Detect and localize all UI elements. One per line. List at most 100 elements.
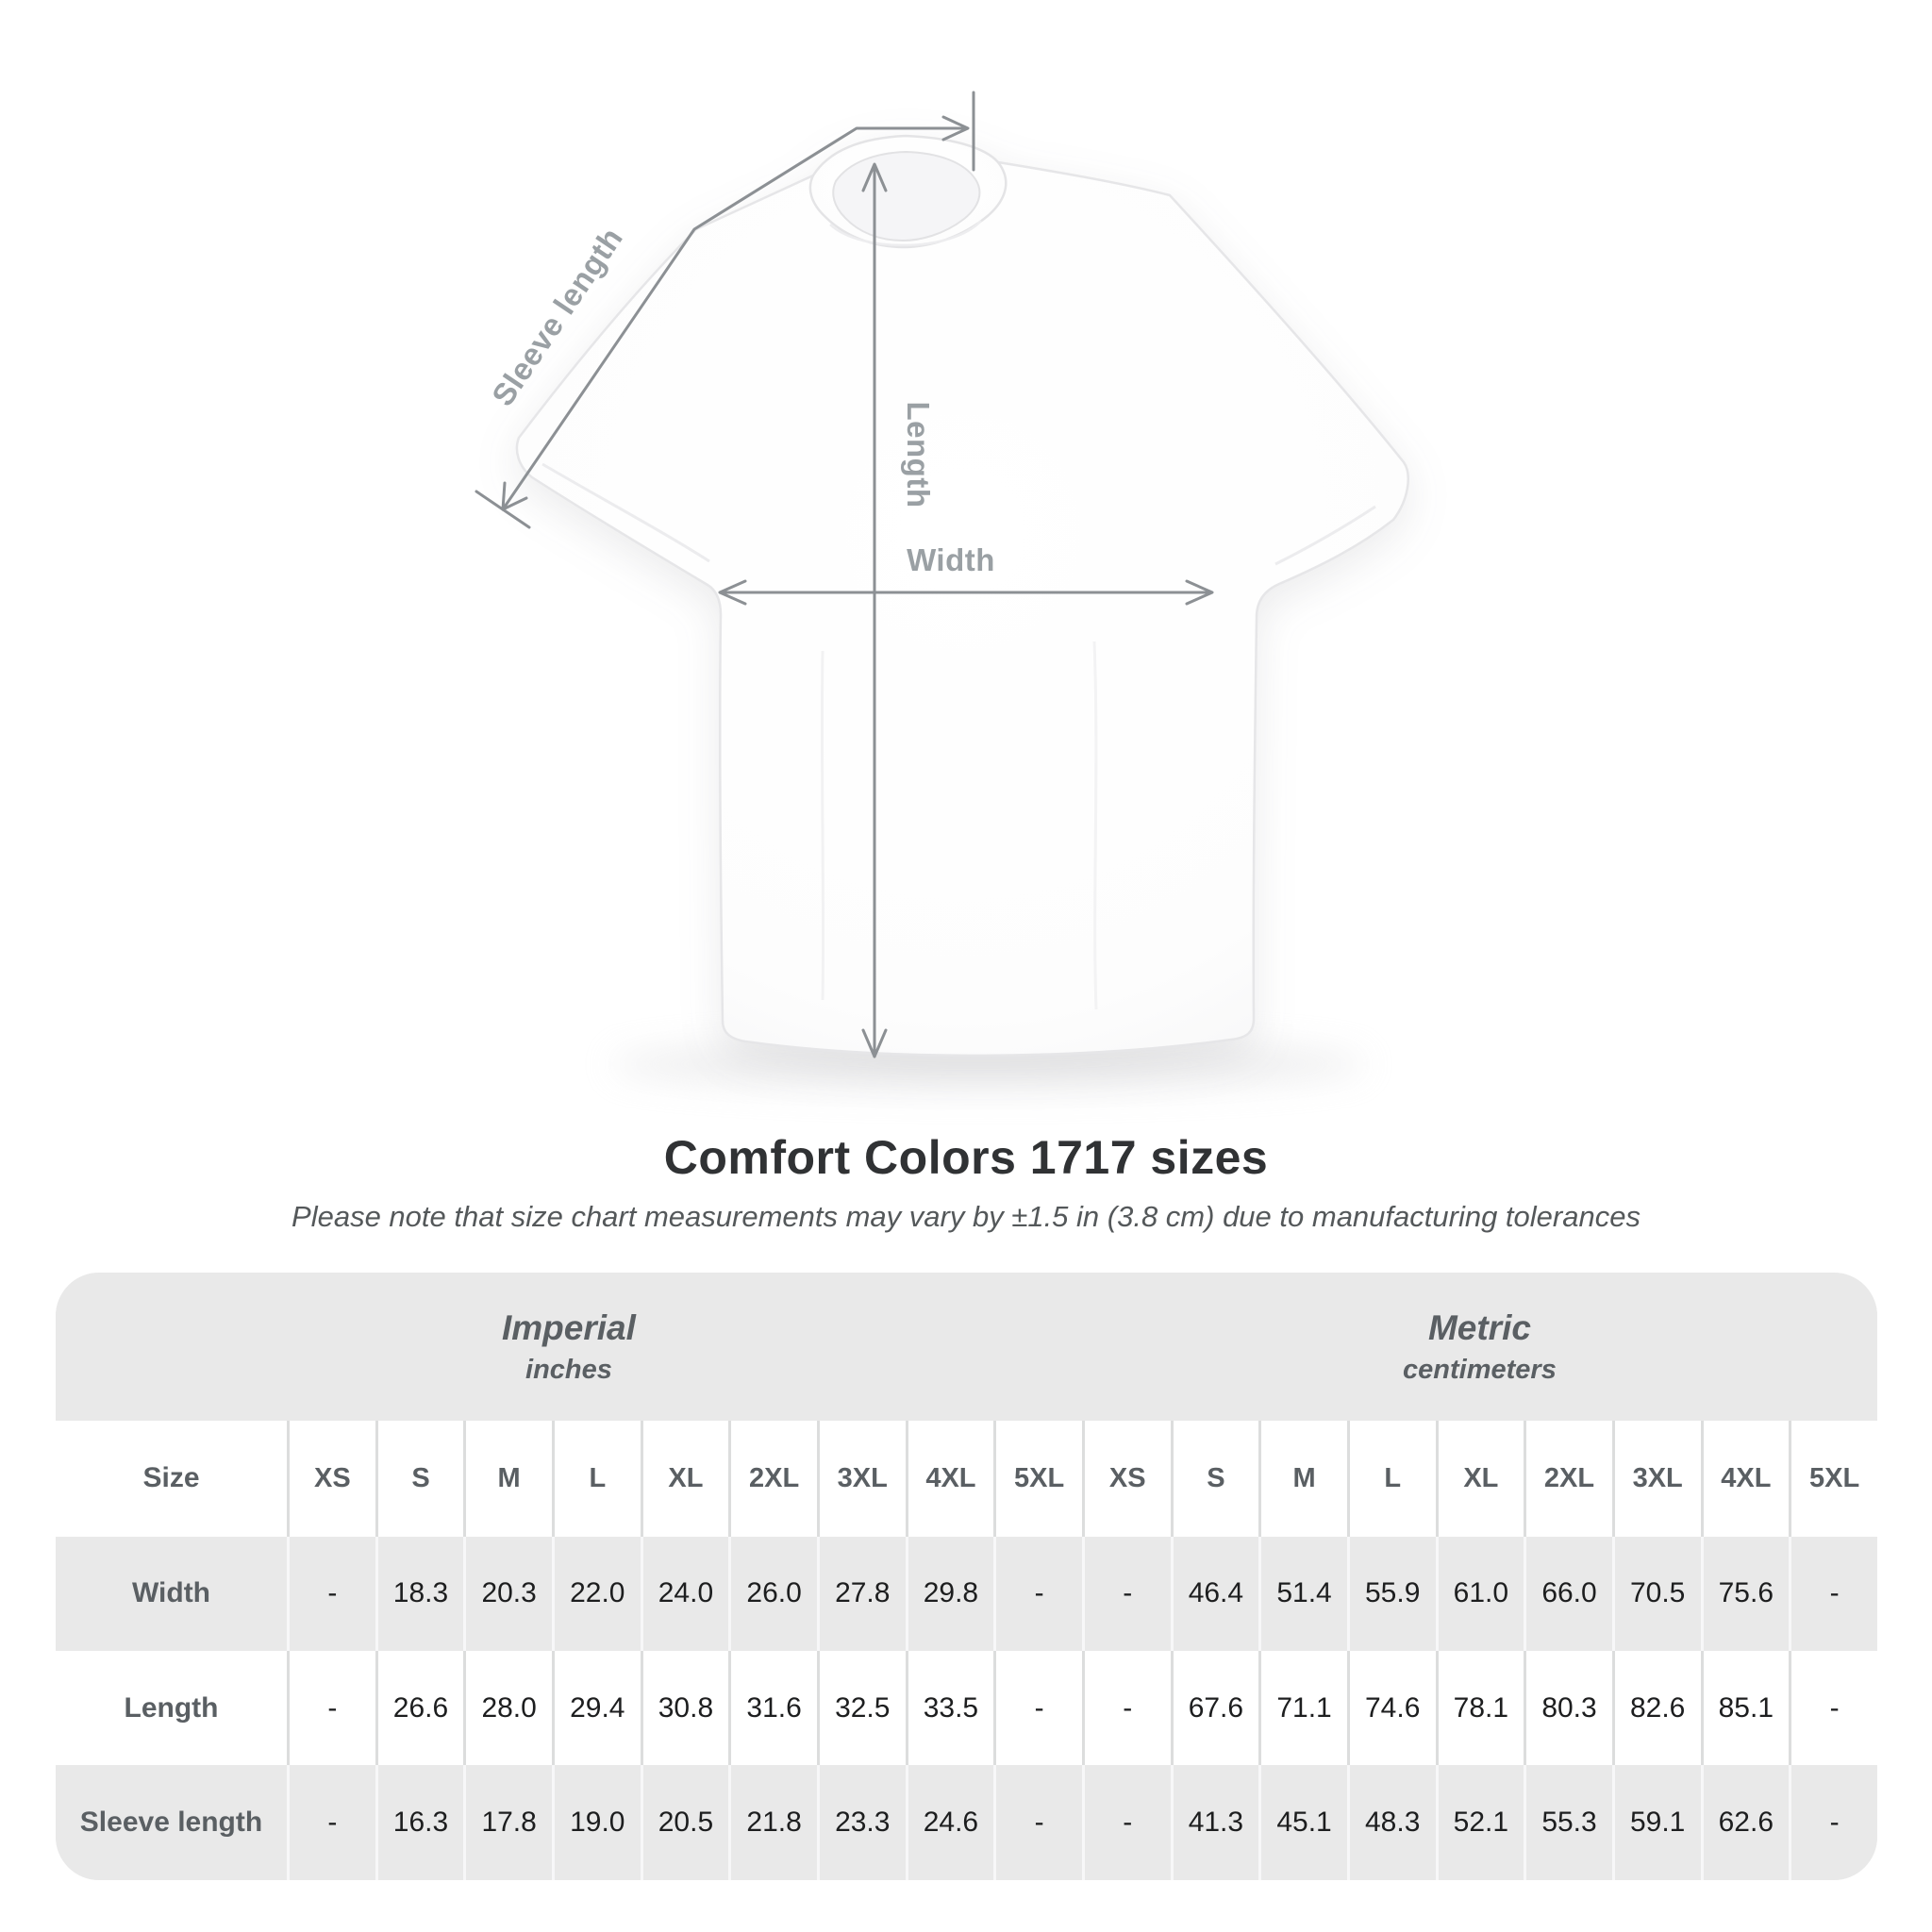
fabric-fold [1092, 641, 1098, 1010]
size-header-M: M [1258, 1421, 1347, 1537]
size-column-header: Size [56, 1421, 287, 1537]
measurement-value: 17.8 [463, 1765, 552, 1880]
size-header-S: S [1170, 1421, 1259, 1537]
measurement-value: - [993, 1765, 1082, 1880]
metric-group-header: Metric centimeters [1081, 1273, 1877, 1421]
size-header-5XL: 5XL [1789, 1421, 1877, 1537]
size-header-M: M [463, 1421, 552, 1537]
measurement-value: 16.3 [375, 1765, 464, 1880]
measurement-value: 20.5 [640, 1765, 729, 1880]
unit-group-header-row: Imperial inches Metric centimeters [56, 1273, 1877, 1421]
size-table-container: Imperial inches Metric centimeters Size X… [56, 1273, 1877, 1880]
width-label: Width [907, 542, 995, 577]
measurement-value: 46.4 [1170, 1536, 1259, 1651]
measurement-value: 19.0 [551, 1765, 641, 1880]
row-label: Width [56, 1536, 287, 1651]
measurement-value: 41.3 [1170, 1765, 1259, 1880]
size-header-L: L [1346, 1421, 1436, 1537]
measurement-value: 18.3 [375, 1536, 464, 1651]
fabric-fold [541, 462, 710, 563]
size-header-XL: XL [1435, 1421, 1524, 1537]
width-dimension: Width [718, 542, 1214, 606]
measurement-value: 61.0 [1435, 1536, 1524, 1651]
size-header-3XL: 3XL [816, 1421, 906, 1537]
tolerance-note: Please note that size chart measurements… [291, 1200, 1641, 1233]
measurement-value: 71.1 [1258, 1650, 1347, 1766]
tshirt-body [515, 152, 1409, 1058]
measurement-value: 55.3 [1524, 1765, 1612, 1880]
size-header-2XL: 2XL [1524, 1421, 1612, 1537]
measurement-value: 28.0 [463, 1650, 552, 1766]
measurement-value: - [1081, 1650, 1171, 1766]
size-header-S: S [375, 1421, 464, 1537]
measurement-value: 30.8 [640, 1650, 729, 1766]
measurement-value: - [1081, 1536, 1171, 1651]
measurement-row-length: Length -26.6 28.0 29.4 30.8 31.6 32.5 33.5- -67.… [56, 1650, 1877, 1766]
row-label: Length [56, 1650, 287, 1766]
page-title: Comfort Colors 1717 sizes [663, 1131, 1269, 1184]
measurement-value: 21.8 [728, 1765, 817, 1880]
measurement-value: - [1789, 1536, 1877, 1651]
measurement-value: 26.6 [375, 1650, 464, 1766]
measurement-value: - [1789, 1765, 1877, 1880]
measurement-value: - [1789, 1650, 1877, 1766]
measurement-value: 45.1 [1258, 1765, 1347, 1880]
end-tick [475, 490, 531, 529]
length-label: Length [901, 402, 936, 508]
tshirt-illustration [515, 134, 1409, 1058]
measurement-value: - [287, 1536, 375, 1651]
measurement-value: 27.8 [816, 1536, 906, 1651]
measurement-value: 32.5 [816, 1650, 906, 1766]
measurement-value: 26.0 [728, 1536, 817, 1651]
measurement-value: - [993, 1650, 1082, 1766]
measurement-value: 82.6 [1611, 1650, 1701, 1766]
measurement-value: 85.1 [1700, 1650, 1790, 1766]
imperial-group-header: Imperial inches [56, 1273, 1082, 1421]
measurement-value: 48.3 [1346, 1765, 1436, 1880]
measurement-value: 66.0 [1524, 1536, 1612, 1651]
collar-seam [829, 220, 982, 247]
measurement-row-width: Width -18.3 20.3 22.0 24.0 26.0 27.8 29.8- -46.4… [56, 1536, 1877, 1651]
size-header-XS: XS [287, 1421, 375, 1537]
size-header-L: L [551, 1421, 641, 1537]
measurement-value: 75.6 [1700, 1536, 1790, 1651]
measurement-value: 51.4 [1258, 1536, 1347, 1651]
size-table-body: Size XS S M L XL 2XL 3XL 4XL 5XL XS S M L XL 2XL 3XL 4XL 5… [56, 1421, 1877, 1880]
measurement-value: 67.6 [1170, 1650, 1259, 1766]
measurement-value: 23.3 [816, 1765, 906, 1880]
tshirt-measurement-diagram: Sleeve length Length Width [475, 91, 1409, 1089]
size-table: Imperial inches Metric centimeters Size X… [56, 1273, 1877, 1880]
size-header-4XL: 4XL [905, 1421, 994, 1537]
measurement-value: 62.6 [1700, 1765, 1790, 1880]
fabric-fold [1274, 505, 1376, 566]
shirt-shadow [611, 1040, 1366, 1089]
arrowhead-right-icon [1185, 579, 1214, 606]
arrowhead-up-icon [861, 162, 888, 192]
measurement-value: 78.1 [1435, 1650, 1524, 1766]
length-dimension: Length [861, 162, 936, 1058]
size-header-row: Size XS S M L XL 2XL 3XL 4XL 5XL XS S M L XL 2XL 3XL 4XL 5… [56, 1421, 1877, 1537]
measurement-value: - [1081, 1765, 1171, 1880]
measurement-value: 74.6 [1346, 1650, 1436, 1766]
measurement-value: 59.1 [1611, 1765, 1701, 1880]
size-header-3XL: 3XL [1611, 1421, 1701, 1537]
sleeve-length-line [501, 126, 968, 511]
measurement-value: 24.6 [905, 1765, 994, 1880]
measurement-value: - [287, 1650, 375, 1766]
size-header-2XL: 2XL [728, 1421, 817, 1537]
measurement-value: 29.8 [905, 1536, 994, 1651]
measurement-value: 33.5 [905, 1650, 994, 1766]
imperial-unit-label: inches [525, 1354, 612, 1385]
measurement-value: 24.0 [640, 1536, 729, 1651]
arrowhead-left-icon [718, 579, 747, 606]
measurement-value: - [287, 1765, 375, 1880]
row-label: Sleeve length [56, 1765, 287, 1880]
measurement-value: 20.3 [463, 1536, 552, 1651]
measurement-value: 70.5 [1611, 1536, 1701, 1651]
measurement-value: 80.3 [1524, 1650, 1612, 1766]
metric-label: Metric [1427, 1307, 1531, 1347]
measurement-value: 55.9 [1346, 1536, 1436, 1651]
measurement-value: 22.0 [551, 1536, 641, 1651]
fabric-fold [820, 650, 825, 1001]
